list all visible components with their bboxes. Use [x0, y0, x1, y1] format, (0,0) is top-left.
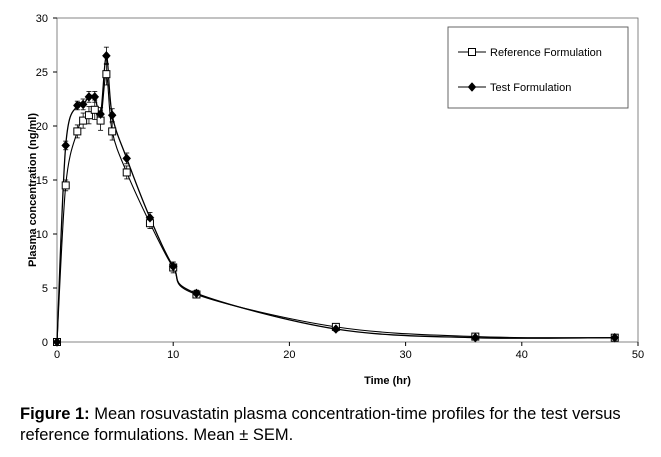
- legend-label-test: Test Formulation: [490, 82, 571, 94]
- markers-reference: [53, 70, 619, 346]
- data-point-test: [192, 288, 201, 299]
- markers-test: [52, 50, 620, 347]
- x-tick-label: 40: [516, 349, 528, 361]
- y-tick-label: 10: [36, 229, 48, 241]
- legend: Reference Formulation Test Formulation: [447, 26, 629, 109]
- data-point-test: [102, 50, 111, 61]
- data-point-test: [122, 153, 132, 164]
- data-point-test: [610, 332, 620, 343]
- y-tick-label: 20: [36, 121, 48, 133]
- y-tick-label: 30: [36, 13, 48, 25]
- data-point-test: [61, 140, 71, 151]
- x-axis-label: Time (hr): [364, 375, 411, 387]
- legend-marker-test: [467, 82, 477, 92]
- x-tick-label: 10: [167, 349, 179, 361]
- series-layer: [52, 46, 620, 347]
- figure-caption: Figure 1: Mean rosuvastatin plasma conce…: [20, 404, 650, 446]
- axes: 0 5 10 15 20 25 30 0 10 20 30 40 50: [36, 13, 644, 361]
- data-point-test: [52, 337, 62, 347]
- data-point-reference: [102, 70, 111, 79]
- x-tick-label: 50: [632, 349, 644, 361]
- y-tick-label: 0: [42, 337, 48, 349]
- figure-caption-label: Figure 1:: [20, 405, 90, 423]
- data-point-test: [331, 324, 341, 334]
- data-point-reference: [61, 181, 70, 190]
- y-tick-label: 5: [42, 283, 48, 295]
- series-line-reference: [56, 73, 615, 343]
- y-axis-label: Plasma concentration (ng/ml): [27, 113, 39, 267]
- data-point-reference: [90, 105, 99, 114]
- figure-caption-text: Mean rosuvastatin plasma concentration-t…: [20, 405, 621, 444]
- data-point-test: [470, 332, 480, 343]
- data-point-test: [168, 261, 178, 272]
- data-point-reference: [84, 111, 93, 120]
- data-point-test: [96, 109, 105, 119]
- legend-box: [447, 26, 629, 109]
- x-tick-label: 0: [54, 349, 60, 361]
- data-point-test: [78, 99, 88, 110]
- data-point-test: [90, 91, 100, 102]
- data-point-test: [84, 91, 94, 102]
- data-point-test: [145, 212, 155, 223]
- data-point-reference: [79, 116, 88, 125]
- legend-marker-reference: [468, 48, 476, 56]
- data-point-reference: [73, 127, 82, 136]
- data-point-reference: [108, 127, 117, 136]
- x-tick-label: 30: [399, 349, 411, 361]
- y-tick-label: 15: [36, 175, 48, 187]
- x-tick-label: 20: [283, 349, 295, 361]
- chart: 0 5 10 15 20 25 30 0 10 20 30 40 50 Reference Formul…: [27, 13, 644, 387]
- legend-label-reference: Reference Formulation: [490, 47, 602, 59]
- data-point-test: [107, 110, 117, 121]
- data-point-reference: [122, 168, 131, 177]
- y-tick-label: 25: [36, 67, 48, 79]
